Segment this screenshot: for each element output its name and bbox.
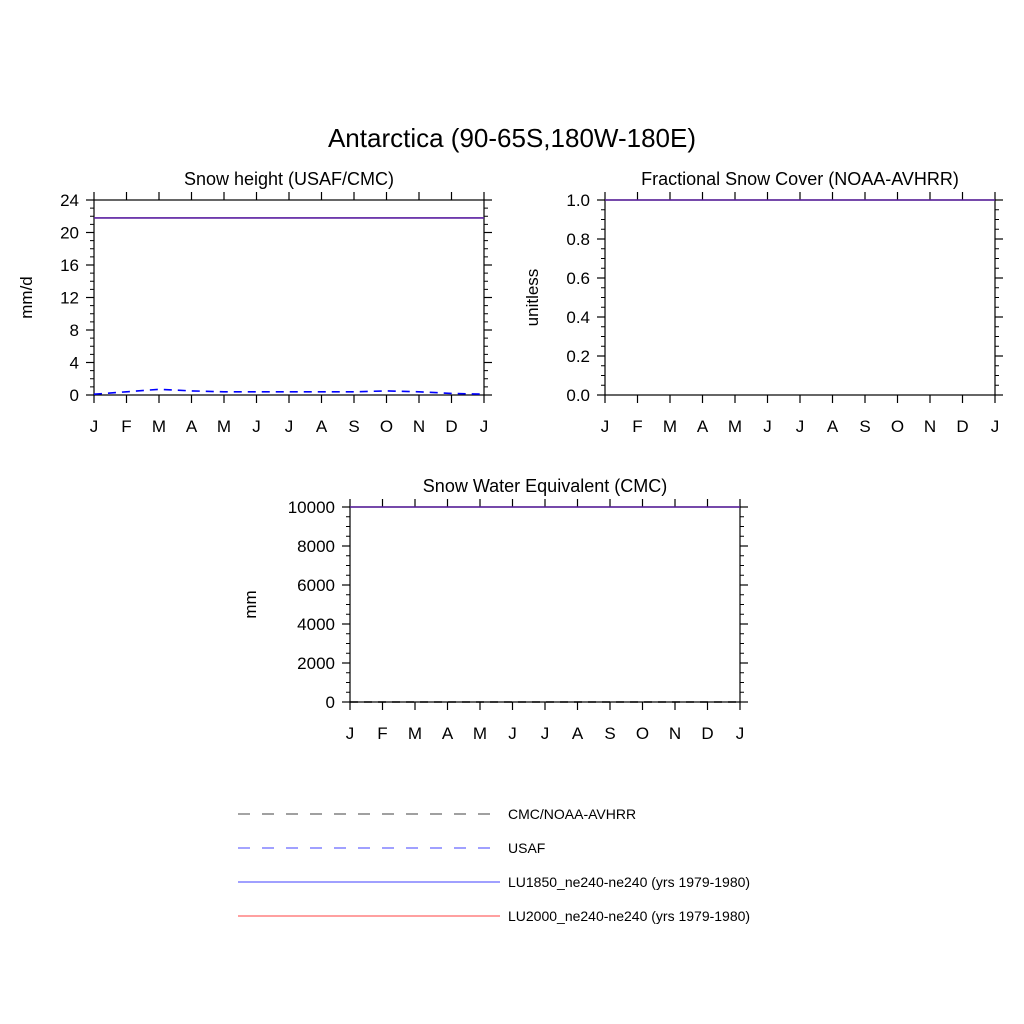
chart-panels: Snow height (USAF/CMC)mm/dJ F M A M J J A S O N D J0…	[17, 169, 1003, 743]
x-tick-label: J	[508, 724, 517, 743]
chart-panel-3: Snow Water Equivalent (CMC)mmJ F M A M J J A S O N…	[241, 476, 748, 743]
x-tick-label: M	[217, 417, 231, 436]
y-tick-label: 0.2	[566, 347, 590, 366]
x-tick-label: J	[601, 417, 610, 436]
x-tick-label: O	[636, 724, 649, 743]
legend-label: USAF	[508, 840, 545, 856]
x-tick-label: M	[663, 417, 677, 436]
y-tick-label: 10000	[288, 498, 335, 517]
x-tick-label: J	[736, 724, 745, 743]
x-tick-label: J	[346, 724, 355, 743]
legend-entry: CMC/NOAA-AVHRR	[238, 806, 636, 822]
y-tick-label: 2000	[297, 654, 335, 673]
legend-label: CMC/NOAA-AVHRR	[508, 806, 636, 822]
y-tick-label: 6000	[297, 576, 335, 595]
y-tick-label: 0.0	[566, 386, 590, 405]
y-tick-label: 20	[60, 224, 79, 243]
y-tick-label: 4	[70, 354, 79, 373]
legend-entry: USAF	[238, 840, 545, 856]
x-tick-label: J	[480, 417, 489, 436]
plot-frame	[604, 199, 996, 396]
x-tick-label: N	[669, 724, 681, 743]
y-tick-label: 0.4	[566, 308, 590, 327]
plot-frame	[349, 506, 741, 703]
chart-panel-2: Fractional Snow Cover (NOAA-AVHRR) unitle…	[523, 169, 1003, 436]
x-tick-label: J	[796, 417, 805, 436]
x-tick-label: A	[442, 724, 454, 743]
panel-title: Snow height (USAF/CMC)	[184, 169, 394, 189]
x-tick-label: S	[348, 417, 359, 436]
x-tick-label: A	[316, 417, 328, 436]
x-tick-label: S	[604, 724, 615, 743]
y-tick-label: 12	[60, 289, 79, 308]
x-tick-label: O	[891, 417, 904, 436]
y-axis-label: unitless	[523, 269, 542, 327]
x-tick-label: S	[859, 417, 870, 436]
legend-label: LU1850_ne240-ne240 (yrs 1979-1980)	[508, 874, 750, 890]
x-tick-label: A	[697, 417, 709, 436]
x-tick-label: J	[285, 417, 294, 436]
x-tick-label: J	[991, 417, 1000, 436]
y-tick-label: 0.6	[566, 269, 590, 288]
x-tick-label: F	[121, 417, 131, 436]
y-tick-label: 24	[60, 191, 79, 210]
y-tick-label: 8	[70, 321, 79, 340]
plot-frame	[93, 199, 485, 396]
x-tick-label: M	[473, 724, 487, 743]
x-tick-label: J	[763, 417, 772, 436]
x-tick-label: F	[377, 724, 387, 743]
legend-entry: LU1850_ne240-ne240 (yrs 1979-1980)	[238, 874, 750, 890]
legend-entry: LU2000_ne240-ne240 (yrs 1979-1980)	[238, 908, 750, 924]
x-tick-label: J	[541, 724, 550, 743]
x-tick-label: M	[728, 417, 742, 436]
y-axis-label: mm	[241, 590, 260, 618]
x-tick-label: A	[186, 417, 198, 436]
y-tick-label: 0.8	[566, 230, 590, 249]
x-tick-label: A	[572, 724, 584, 743]
x-tick-label: A	[827, 417, 839, 436]
y-tick-label: 1.0	[566, 191, 590, 210]
figure-title: Antarctica (90-65S,180W-180E)	[328, 123, 696, 153]
panel-title: Fractional Snow Cover (NOAA-AVHRR)	[641, 169, 959, 189]
x-tick-label: M	[152, 417, 166, 436]
y-tick-label: 0	[70, 386, 79, 405]
y-tick-label: 0	[326, 693, 335, 712]
x-tick-label: D	[956, 417, 968, 436]
y-tick-label: 16	[60, 256, 79, 275]
legend-label: LU2000_ne240-ne240 (yrs 1979-1980)	[508, 908, 750, 924]
chart-panel-1: Snow height (USAF/CMC)mm/dJ F M A M J J A S O N D J0…	[17, 169, 492, 436]
x-tick-label: N	[924, 417, 936, 436]
y-tick-label: 4000	[297, 615, 335, 634]
x-tick-label: M	[408, 724, 422, 743]
x-tick-label: O	[380, 417, 393, 436]
x-tick-label: D	[701, 724, 713, 743]
x-tick-label: J	[90, 417, 99, 436]
series-line-usaf	[93, 388, 485, 395]
x-tick-label: D	[445, 417, 457, 436]
x-tick-label: F	[632, 417, 642, 436]
x-tick-label: J	[252, 417, 261, 436]
y-tick-label: 8000	[297, 537, 335, 556]
legend: CMC/NOAA-AVHRR USAF LU1850_ne240-ne240 (yr…	[238, 806, 750, 924]
y-axis-label: mm/d	[17, 276, 36, 319]
x-tick-label: N	[413, 417, 425, 436]
panel-title: Snow Water Equivalent (CMC)	[423, 476, 667, 496]
